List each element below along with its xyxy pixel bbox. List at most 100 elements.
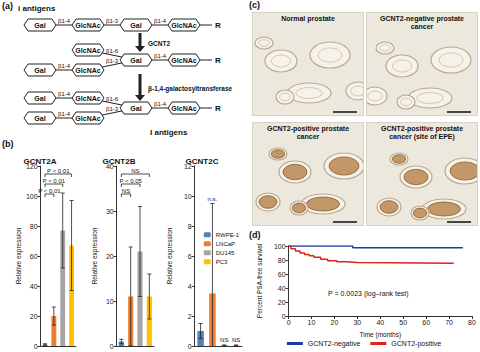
svg-text:NS: NS: [220, 337, 228, 343]
svg-text:70: 70: [445, 319, 453, 326]
svg-text:60: 60: [30, 253, 38, 260]
svg-text:Gal: Gal: [130, 22, 141, 29]
svg-text:GCNT2B: GCNT2B: [103, 157, 136, 166]
svg-text:R: R: [215, 21, 221, 30]
svg-text:P < 0.01: P < 0.01: [43, 178, 66, 184]
svg-text:n.s.: n.s.: [208, 196, 218, 202]
svg-text:40: 40: [30, 283, 38, 290]
svg-text:PC3: PC3: [216, 259, 228, 265]
svg-text:Gal: Gal: [34, 67, 45, 74]
svg-text:GCNT2-negative: GCNT2-negative: [308, 340, 361, 348]
svg-text:Relative expression: Relative expression: [166, 227, 174, 284]
svg-text:NS: NS: [131, 168, 139, 174]
svg-text:80: 80: [278, 257, 286, 264]
svg-text:40: 40: [376, 319, 384, 326]
svg-text:GlcNAc: GlcNAc: [75, 47, 100, 54]
svg-text:Time (months): Time (months): [359, 331, 401, 339]
svg-text:GlcNAc: GlcNAc: [171, 105, 196, 112]
svg-text:β1-4: β1-4: [154, 18, 167, 24]
svg-text:P < 0.01: P < 0.01: [38, 188, 61, 194]
svg-text:Gal: Gal: [34, 22, 45, 29]
svg-text:40: 40: [278, 285, 286, 292]
svg-text:Gal: Gal: [34, 95, 45, 102]
svg-text:β1-4: β1-4: [154, 53, 167, 59]
svg-text:GlcNAc: GlcNAc: [171, 57, 196, 64]
svg-text:Gal: Gal: [34, 115, 45, 122]
svg-text:2: 2: [188, 313, 192, 320]
svg-text:Gal: Gal: [130, 105, 141, 112]
svg-text:P < 0.05: P < 0.05: [119, 178, 142, 184]
svg-text:10: 10: [184, 193, 192, 200]
svg-text:β1-3: β1-3: [106, 106, 119, 112]
svg-text:RWPE-1: RWPE-1: [216, 232, 240, 238]
svg-text:NS: NS: [122, 188, 130, 194]
svg-text:GCNT2C: GCNT2C: [186, 157, 219, 166]
svg-text:4: 4: [188, 283, 192, 290]
html-text:GCNT2-positive prostate cancer: GCNT2-positive prostate cancer (site of …: [381, 125, 463, 140]
svg-text:GlcNAc: GlcNAc: [75, 22, 100, 29]
svg-text:GCNT2: GCNT2: [148, 40, 170, 47]
svg-text:β1-4: β1-4: [58, 63, 71, 69]
svg-text:Relative expression: Relative expression: [15, 227, 23, 284]
html-text:GCNT2-positive prostate cancer: GCNT2-positive prostate cancer: [267, 125, 349, 140]
svg-text:20: 20: [331, 319, 339, 326]
svg-text:GlcNAc: GlcNAc: [75, 95, 100, 102]
svg-text:β1-4: β1-4: [154, 101, 167, 107]
svg-text:GCNT2A: GCNT2A: [24, 157, 57, 166]
svg-text:β1-4: β1-4: [58, 91, 71, 97]
html-text:Normal prostate: Normal prostate: [281, 15, 335, 22]
svg-text:Percent PSA-free survival: Percent PSA-free survival: [256, 243, 263, 318]
svg-text:Gal: Gal: [130, 57, 141, 64]
svg-text:GlcNAc: GlcNAc: [75, 115, 100, 122]
svg-text:GlcNAc: GlcNAc: [171, 22, 196, 29]
svg-text:80: 80: [30, 223, 38, 230]
svg-text:0: 0: [110, 343, 114, 350]
html-text:(d): (d): [249, 230, 261, 240]
svg-text:β1-3: β1-3: [106, 58, 119, 64]
svg-text:0: 0: [188, 343, 192, 350]
svg-text:0: 0: [34, 343, 38, 350]
svg-text:10: 10: [106, 298, 114, 305]
svg-text:40: 40: [105, 162, 114, 170]
svg-text:20: 20: [278, 299, 286, 306]
svg-text:β1-4: β1-4: [58, 18, 71, 24]
svg-text:0: 0: [282, 313, 286, 320]
html-text:(a): (a): [2, 1, 13, 11]
svg-text:120: 120: [25, 162, 38, 170]
html-text:(c): (c): [249, 0, 260, 10]
svg-text:60: 60: [422, 319, 430, 326]
svg-text:10: 10: [308, 319, 316, 326]
html-text:GCNT2-negative prostate cancer: GCNT2-negative prostate cancer: [380, 15, 464, 30]
svg-text:20: 20: [106, 253, 114, 260]
svg-text:β-1,4-galactosyltransferase: β-1,4-galactosyltransferase: [148, 85, 233, 93]
svg-text:β1-3: β1-3: [106, 18, 119, 24]
svg-text:30: 30: [353, 319, 361, 326]
svg-text:6: 6: [188, 253, 192, 260]
svg-text:80: 80: [468, 319, 476, 326]
svg-text:GlcNAc: GlcNAc: [75, 67, 100, 74]
svg-text:I antigens: I antigens: [150, 128, 188, 137]
svg-text:i antigens: i antigens: [18, 4, 56, 13]
svg-text:R: R: [215, 104, 221, 113]
svg-text:20: 20: [30, 313, 38, 320]
svg-text:0: 0: [287, 319, 291, 326]
svg-text:50: 50: [399, 319, 407, 326]
svg-text:12: 12: [183, 162, 192, 170]
html-text:(b): (b): [2, 139, 14, 149]
svg-text:β1-6: β1-6: [106, 96, 119, 102]
svg-text:P < 0.01: P < 0.01: [47, 168, 70, 174]
svg-text:100: 100: [274, 243, 286, 250]
svg-text:DU145: DU145: [216, 250, 235, 256]
svg-text:100: 100: [26, 193, 38, 200]
svg-text:8: 8: [188, 223, 192, 230]
svg-text:GCNT2-positive: GCNT2-positive: [391, 340, 441, 348]
svg-text:Relative expression: Relative expression: [91, 227, 99, 284]
svg-text:30: 30: [106, 208, 114, 215]
svg-text:NS: NS: [232, 337, 240, 343]
svg-text:β1-4: β1-4: [58, 111, 71, 117]
svg-text:R: R: [215, 56, 221, 65]
svg-text:P = 0.0023 (log–rank test): P = 0.0023 (log–rank test): [328, 290, 409, 298]
svg-text:LNCaP: LNCaP: [216, 241, 235, 247]
svg-text:β1-6: β1-6: [106, 48, 119, 54]
svg-text:60: 60: [278, 271, 286, 278]
